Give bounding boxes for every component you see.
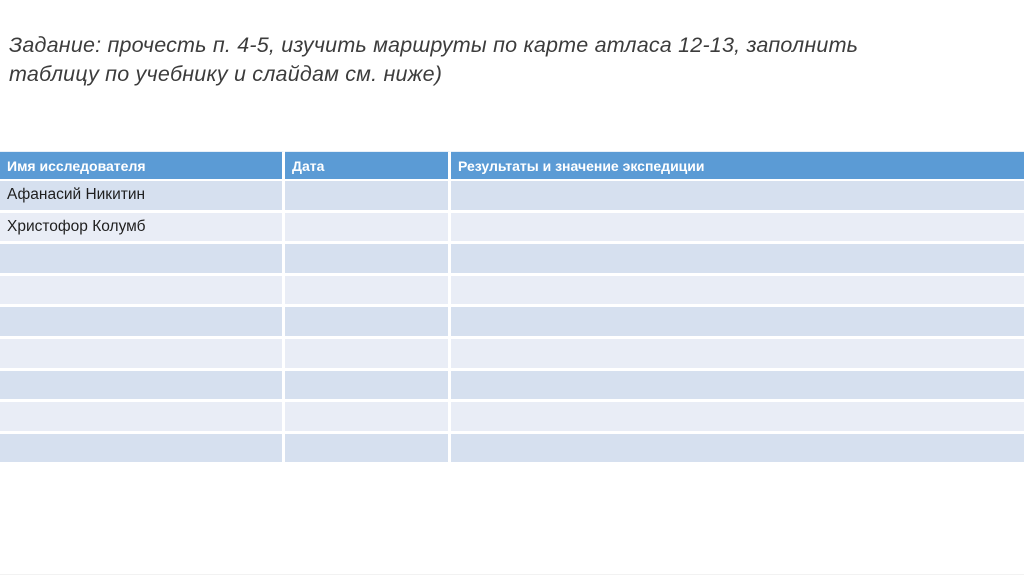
table-cell-explorer-name <box>0 433 285 466</box>
table-row <box>0 275 1024 308</box>
table-cell-date <box>285 338 451 371</box>
table-cell-results <box>451 370 1024 403</box>
table-cell-date <box>285 212 451 245</box>
column-header-date: Дата <box>285 151 451 181</box>
table-cell-date <box>285 307 451 339</box>
explorers-table: Имя исследователя Дата Результаты и знач… <box>0 151 1024 466</box>
column-header-results: Результаты и значение экспедиции <box>451 151 1024 181</box>
table-row <box>0 402 1024 434</box>
table-cell-date <box>285 433 451 466</box>
table-cell-results <box>451 307 1024 339</box>
table-cell-results <box>451 181 1024 213</box>
table-cell-date <box>285 244 451 276</box>
table-cell-explorer-name: Афанасий Никитин <box>0 181 285 213</box>
column-header-explorer-name: Имя исследователя <box>0 151 285 181</box>
table-row <box>0 244 1024 276</box>
table-cell-explorer-name <box>0 338 285 371</box>
table-row <box>0 307 1024 339</box>
table-cell-explorer-name <box>0 370 285 403</box>
table-cell-results <box>451 212 1024 245</box>
table-cell-results <box>451 338 1024 371</box>
table-cell-date <box>285 402 451 434</box>
table-body: Афанасий Никитин Христофор Колумб <box>0 181 1024 466</box>
table-row: Афанасий Никитин <box>0 181 1024 213</box>
table-cell-explorer-name <box>0 307 285 339</box>
table-cell-explorer-name <box>0 244 285 276</box>
table-row <box>0 370 1024 403</box>
table-header-row: Имя исследователя Дата Результаты и знач… <box>0 151 1024 181</box>
table-cell-results <box>451 244 1024 276</box>
table-cell-date <box>285 370 451 403</box>
table-row: Христофор Колумб <box>0 212 1024 245</box>
table-cell-results <box>451 433 1024 466</box>
table-cell-explorer-name <box>0 275 285 308</box>
table-row <box>0 433 1024 466</box>
table-cell-results <box>451 275 1024 308</box>
slide-title: Задание: прочесть п. 4-5, изучить маршру… <box>9 33 859 87</box>
table-cell-explorer-name <box>0 402 285 434</box>
table-cell-date <box>285 181 451 213</box>
table-cell-explorer-name: Христофор Колумб <box>0 212 285 245</box>
table-row <box>0 338 1024 371</box>
table-cell-results <box>451 402 1024 434</box>
table-cell-date <box>285 275 451 308</box>
